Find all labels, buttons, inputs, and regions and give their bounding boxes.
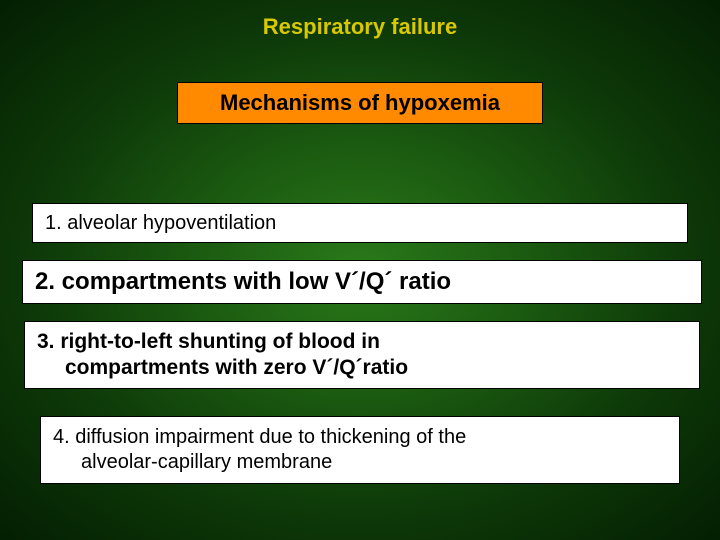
slide: Respiratory failure Mechanisms of hypoxe…: [0, 0, 720, 540]
mechanism-item-1: 1. alveolar hypoventilation: [32, 203, 688, 243]
item-4-line-2: alveolar-capillary membrane: [53, 450, 667, 475]
subtitle-box: Mechanisms of hypoxemia: [177, 82, 543, 124]
slide-title: Respiratory failure: [0, 14, 720, 40]
mechanism-item-4: 4. diffusion impairment due to thickenin…: [40, 416, 680, 484]
item-2-text: 2. compartments with low V´/Q´ ratio: [35, 267, 451, 297]
mechanism-item-2: 2. compartments with low V´/Q´ ratio: [22, 260, 702, 304]
item-4-line-1: 4. diffusion impairment due to thickenin…: [53, 426, 466, 448]
item-1-text: 1. alveolar hypoventilation: [45, 211, 276, 236]
mechanism-item-3: 3. right-to-left shunting of blood in co…: [24, 321, 700, 389]
subtitle-text: Mechanisms of hypoxemia: [220, 90, 500, 116]
item-3-line-2: compartments with zero V´/Q´ratio: [37, 355, 687, 381]
item-3-line-1: 3. right-to-left shunting of blood in: [37, 330, 380, 353]
